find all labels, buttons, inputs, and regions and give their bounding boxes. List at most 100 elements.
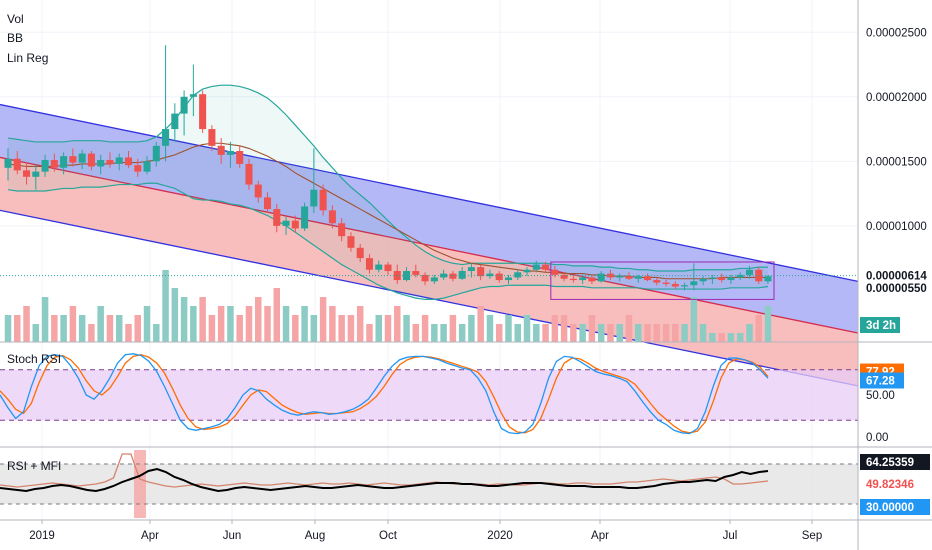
candle-body [23, 170, 31, 177]
price-pane[interactable]: Vol BB Lin Reg [0, 12, 859, 387]
volume-bar [699, 324, 707, 342]
volume-bar [672, 324, 679, 342]
candle-body [189, 94, 197, 97]
candle-body [542, 264, 550, 270]
stoch-d-value-tag: 67.28 [866, 375, 895, 387]
candle-body [226, 150, 234, 155]
legend-lin-reg[interactable]: Lin Reg [7, 51, 48, 65]
time-tick-label: Sep [802, 530, 822, 542]
countdown-tag: 3d 2h [866, 320, 896, 332]
stoch-rsi-title[interactable]: Stoch RSI [7, 352, 61, 366]
price-axis[interactable]: 0.00002500 0.00002000 0.00001500 0.00001000… [860, 27, 930, 333]
candle-body [699, 278, 707, 282]
candle-body [718, 277, 726, 281]
time-tick-label: Apr [591, 530, 609, 542]
candle-body [115, 157, 123, 164]
rsi-line [0, 467, 769, 493]
volume-bar [635, 324, 642, 342]
candle-body [597, 273, 605, 282]
stoch-tick-label: 0.00 [866, 432, 888, 444]
stoch-rsi-pane[interactable]: Stoch RSI [0, 352, 858, 435]
candle-body [662, 282, 670, 284]
volume-bar [570, 324, 577, 342]
legend-vol[interactable]: Vol [7, 12, 24, 26]
volume-bar [551, 315, 559, 342]
candle-body [301, 206, 309, 229]
candle-body [467, 267, 475, 272]
volume-bar [14, 315, 21, 342]
volume-bar [579, 324, 586, 342]
candle-body [745, 269, 753, 275]
candle-body [217, 145, 225, 155]
candle-body [254, 184, 262, 198]
candle-body [458, 271, 466, 279]
volume-bar [662, 324, 670, 342]
candle-body [338, 223, 346, 237]
candle-body [560, 274, 568, 279]
candle-body [625, 276, 633, 279]
candle-body [532, 264, 540, 270]
volume-bar [440, 324, 447, 342]
candle-body [41, 160, 49, 172]
stoch-band-fill [0, 369, 858, 421]
stoch-tick-label: 50.00 [866, 390, 895, 402]
candle-body [347, 236, 355, 248]
volume-bar [88, 324, 95, 342]
volume-bars [4, 270, 772, 342]
rsi-mfi-title[interactable]: RSI + MFI [7, 459, 61, 473]
volume-bar [597, 324, 605, 342]
volume-bar [523, 315, 531, 342]
candle-body [755, 269, 763, 282]
candle-body [291, 220, 299, 229]
candle-body [124, 157, 133, 166]
time-tick-label: 2020 [487, 530, 513, 542]
time-axis[interactable]: 2019 Apr Jun Aug Oct 2020 Apr Jul Sep [29, 520, 822, 542]
volume-bar [347, 315, 355, 342]
volume-bar [143, 306, 151, 342]
mfi-overbought-highlight [134, 450, 146, 518]
volume-bar [356, 306, 364, 342]
candle-body [653, 280, 661, 283]
rsi-low-value-tag-bg [860, 499, 930, 515]
rsi-low-value-tag: 30.00000 [866, 502, 914, 514]
volume-bar [514, 324, 521, 342]
volume-bar [282, 306, 290, 342]
volume-bar [23, 306, 30, 342]
volume-bar [255, 297, 262, 342]
candle-body [60, 156, 68, 168]
candle-body [643, 276, 652, 281]
rsi-axis[interactable]: 64.25359 49.82346 30.00000 [860, 454, 930, 515]
candle-body [421, 274, 429, 282]
legend-bb[interactable]: BB [7, 31, 23, 45]
candle-body [736, 274, 744, 278]
linreg-mid-line [0, 156, 859, 334]
volume-bar [217, 306, 225, 342]
bb-fill [8, 85, 768, 300]
candle-body [403, 271, 411, 281]
countdown-tag-bg [860, 317, 900, 333]
stoch-d-value-tag-bg [860, 372, 904, 389]
volume-bar [625, 315, 633, 342]
volume-bar [162, 270, 169, 342]
rsi-mfi-pane[interactable]: RSI + MFI [0, 450, 858, 518]
volume-bar [301, 306, 308, 342]
rsi-value-tag: 64.25359 [866, 457, 914, 469]
candle-body [310, 189, 318, 207]
range-rectangle[interactable] [550, 261, 775, 300]
stoch-d-line [0, 354, 769, 434]
candle-body [764, 276, 772, 282]
volume-bar [736, 333, 744, 342]
candle-body [579, 277, 587, 281]
stoch-axis[interactable]: 50.000.0077.9267.28 [860, 363, 904, 444]
volume-bar [319, 297, 327, 342]
volume-bar [338, 315, 345, 342]
candle-body [430, 277, 438, 282]
candle-body [171, 113, 179, 130]
candle-body [708, 277, 716, 279]
candle-body [106, 160, 114, 164]
second-price-tag-bg [860, 279, 930, 296]
volume-bar [78, 315, 86, 342]
price-tick-label: 0.00001500 [866, 156, 927, 168]
volume-bar [236, 315, 243, 342]
